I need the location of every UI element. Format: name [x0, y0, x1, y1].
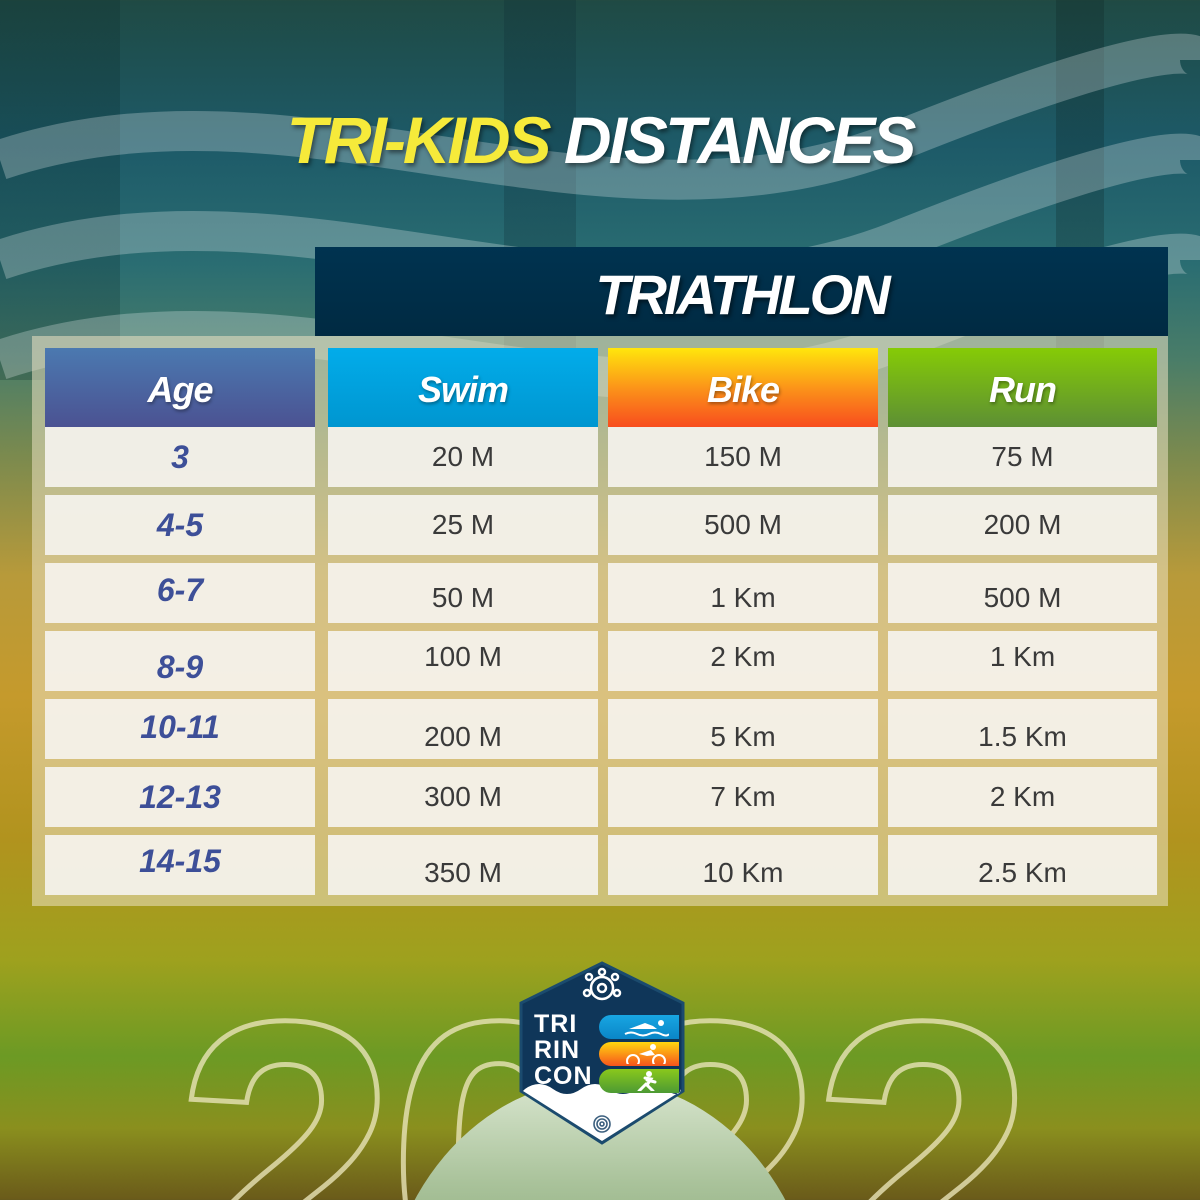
spiral-icon [593, 1115, 611, 1133]
column-header-age: Age [45, 348, 315, 427]
table-cell-swim: 20 M [328, 427, 598, 487]
logo-line: CON [534, 1062, 593, 1090]
table-cell-age: 10-11 [45, 699, 315, 759]
cell-value: 20 M [431, 441, 495, 472]
cell-value: 4-5 [156, 506, 204, 543]
cell-value: 1.5 Km [978, 721, 1067, 752]
page-title: TRI-KIDS DISTANCES [0, 102, 1200, 178]
table-cell-age: 6-7 [45, 563, 315, 623]
table-cell-bike: 500 M [608, 495, 878, 555]
column-header-label: Run [989, 368, 1057, 410]
logo-wordmark: TRI RIN CON [534, 1011, 593, 1089]
table-cell-age: 4-5 [45, 495, 315, 555]
runner-icon [637, 1071, 657, 1091]
cell-value: 6-7 [156, 572, 204, 608]
table-cell-run: 200 M [888, 495, 1157, 555]
triathlon-banner: TRIATHLON [315, 247, 1168, 336]
table-cell-run: 2.5 Km [888, 835, 1157, 895]
table-cell-run: 500 M [888, 563, 1157, 623]
table-cell-run: 1 Km [888, 631, 1157, 691]
table-cell-bike: 1 Km [608, 563, 878, 623]
cell-value: 7 Km [710, 781, 776, 812]
cell-value: 50 M [431, 582, 495, 613]
cell-value: 1 Km [710, 582, 776, 613]
table-cell-bike: 2 Km [608, 631, 878, 691]
table-cell-swim: 200 M [328, 699, 598, 759]
cell-value: 12-13 [139, 778, 221, 815]
table-cell-swim: 300 M [328, 767, 598, 827]
swimmer-icon [624, 1020, 669, 1037]
table-cell-bike: 150 M [608, 427, 878, 487]
cell-value: 8-9 [156, 649, 204, 685]
table-cell-age: 3 [45, 427, 315, 487]
column-header-label: Bike [706, 368, 780, 410]
logo-line: RIN [534, 1036, 581, 1064]
table-cell-bike: 10 Km [608, 835, 878, 895]
column-header-swim: Swim [328, 348, 598, 427]
table-cell-run: 75 M [888, 427, 1157, 487]
table-cell-run: 2 Km [888, 767, 1157, 827]
cell-value: 100 M [424, 641, 502, 672]
cell-value: 300 M [424, 781, 502, 812]
table-cell-bike: 7 Km [608, 767, 878, 827]
table-cell-bike: 5 Km [608, 699, 878, 759]
logo-line: TRI [534, 1010, 578, 1038]
table-cell-age: 12-13 [45, 767, 315, 827]
cell-value: 200 M [424, 721, 502, 752]
cell-value: 2 Km [989, 781, 1056, 812]
cell-value: 3 [171, 438, 189, 475]
table-cell-swim: 350 M [328, 835, 598, 895]
title-highlight: TRI-KIDS [286, 103, 552, 177]
bike-pill [599, 1042, 679, 1066]
banner-label: TRIATHLON [595, 263, 890, 326]
table-cell-run: 1.5 Km [888, 699, 1157, 759]
cell-value: 5 Km [710, 721, 776, 752]
cell-value: 2.5 Km [978, 857, 1067, 888]
column-header-label: Age [147, 368, 213, 410]
table-cell-age: 8-9 [45, 631, 315, 691]
sun-symbol-icon [582, 967, 622, 1001]
cyclist-icon [626, 1044, 666, 1064]
table-cell-swim: 100 M [328, 631, 598, 691]
cell-value: 25 M [431, 509, 495, 540]
cell-value: 500 M [983, 582, 1062, 613]
cell-value: 75 M [991, 441, 1054, 472]
cell-value: 10-11 [140, 709, 220, 745]
column-header-run: Run [888, 348, 1157, 427]
cell-value: 200 M [983, 509, 1062, 540]
cell-value: 10 Km [702, 857, 784, 888]
table-cell-swim: 50 M [328, 563, 598, 623]
run-pill [599, 1069, 679, 1093]
tririncon-logo: TRI RIN CON [517, 961, 687, 1145]
table-cell-swim: 25 M [328, 495, 598, 555]
swim-pill [599, 1015, 679, 1039]
column-header-bike: Bike [608, 348, 878, 427]
column-header-label: Swim [417, 368, 509, 410]
cell-value: 14-15 [139, 843, 221, 879]
cell-value: 500 M [704, 509, 782, 540]
cell-value: 150 M [704, 441, 782, 472]
cell-value: 350 M [424, 857, 502, 888]
cell-value: 1 Km [989, 641, 1056, 672]
table-cell-age: 14-15 [45, 835, 315, 895]
title-rest: DISTANCES [563, 103, 916, 177]
cell-value: 2 Km [710, 641, 776, 672]
